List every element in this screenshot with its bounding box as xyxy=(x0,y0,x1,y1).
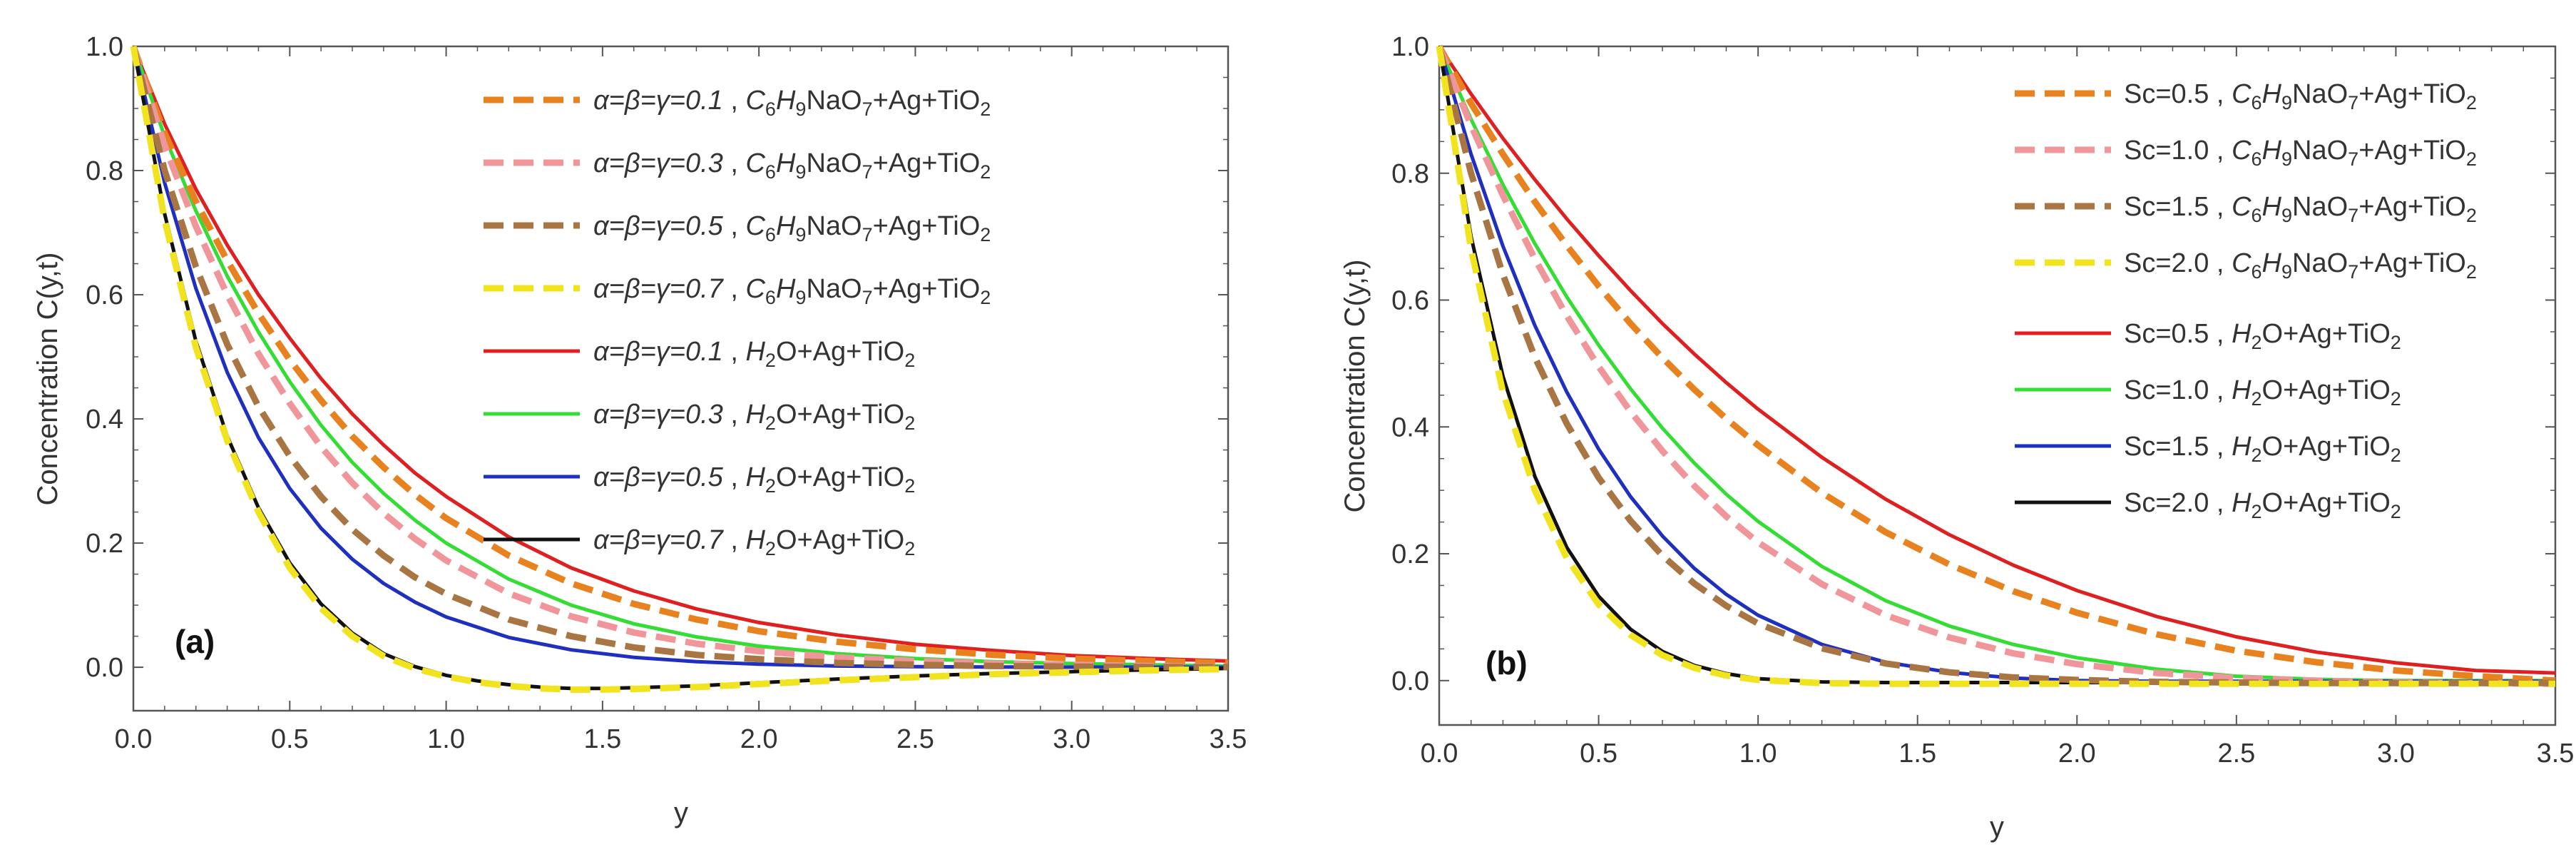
y-tick-label: 0.6 xyxy=(1391,286,1429,316)
x-tick-label: 0.0 xyxy=(1421,739,1458,769)
legend-entry: Sc=1.0 , H2O+Ag+TiO2 xyxy=(2124,375,2401,410)
legend: α=β=γ=0.1 , C6H9NaO7+Ag+TiO2 α=β=γ=0.3 ,… xyxy=(484,86,991,559)
x-tick-label: 2.0 xyxy=(740,724,778,754)
y-tick-label: 0.4 xyxy=(86,405,123,435)
legend-entry: Sc=1.0 , C6H9NaO7+Ag+TiO2 xyxy=(2124,136,2477,170)
panel-label: (b) xyxy=(1486,644,1528,681)
plot-area-frame xyxy=(1438,45,2557,726)
plot-area-frame xyxy=(132,45,1230,712)
legend-entry: α=β=γ=0.3 , C6H9NaO7+Ag+TiO2 xyxy=(593,148,991,183)
series-line xyxy=(1437,45,2556,675)
x-tick-label: 3.0 xyxy=(2377,739,2415,769)
y-tick-label: 0.2 xyxy=(1391,539,1429,569)
legend-entry: α=β=γ=0.3 , H2O+Ag+TiO2 xyxy=(593,400,915,434)
series-line xyxy=(130,45,1229,671)
curve-group xyxy=(1436,44,2556,687)
legend-entry: α=β=γ=0.1 , C6H9NaO7+Ag+TiO2 xyxy=(593,86,991,120)
y-tick-group: 0.0 0.2 0.4 0.6 0.8 1.0 xyxy=(86,32,1228,683)
panel-label: (a) xyxy=(175,623,215,660)
x-tick-label: 0.5 xyxy=(271,724,309,754)
panel-b: 0.0 0.5 1.0 1.5 2.0 2.5 3.0 3.5 0.0 0.2 0.4 0.6 0.8… xyxy=(1339,32,2574,843)
legend-entry: α=β=γ=0.1 , H2O+Ag+TiO2 xyxy=(593,337,915,371)
y-tick-label: 0.2 xyxy=(86,529,123,559)
series-line xyxy=(1436,45,2555,686)
x-tick-label: 1.5 xyxy=(1898,739,1936,769)
legend-entry: Sc=2.0 , C6H9NaO7+Ag+TiO2 xyxy=(2124,248,2477,283)
y-axis-label: Concentration C(y,t) xyxy=(1339,260,1371,513)
panel-a: 0.0 0.5 1.0 1.5 2.0 2.5 3.0 3.5 0.0 0.2 0.4 0.6 0.8… xyxy=(32,32,1247,828)
x-tick-group: 0.0 0.5 1.0 1.5 2.0 2.5 3.0 3.5 xyxy=(115,46,1247,754)
x-tick-label: 0.0 xyxy=(115,724,153,754)
y-tick-label: 0.8 xyxy=(86,156,123,186)
x-tick-group: 0.0 0.5 1.0 1.5 2.0 2.5 3.0 3.5 xyxy=(1421,46,2575,769)
legend-entry: Sc=1.5 , C6H9NaO7+Ag+TiO2 xyxy=(2124,192,2477,226)
legend-entry: Sc=2.0 , H2O+Ag+TiO2 xyxy=(2124,488,2401,522)
y-tick-label: 0.4 xyxy=(1391,412,1429,442)
series-line xyxy=(1436,44,2556,684)
x-tick-label: 2.0 xyxy=(2058,739,2096,769)
x-tick-label: 2.5 xyxy=(896,724,934,754)
x-tick-label: 3.0 xyxy=(1053,724,1090,754)
series-line xyxy=(1436,46,2555,687)
legend-entry: Sc=0.5 , H2O+Ag+TiO2 xyxy=(2124,319,2401,353)
x-tick-label: 1.0 xyxy=(1739,739,1777,769)
y-tick-label: 0.6 xyxy=(86,280,123,310)
x-tick-label: 3.5 xyxy=(2537,739,2575,769)
series-line xyxy=(130,46,1229,693)
legend-entry: α=β=γ=0.5 , H2O+Ag+TiO2 xyxy=(593,462,915,497)
series-line xyxy=(1436,45,2556,687)
y-tick-label: 0.0 xyxy=(86,653,123,683)
y-tick-group: 0.0 0.2 0.4 0.6 0.8 1.0 xyxy=(1391,32,2555,696)
y-tick-label: 0.0 xyxy=(1391,666,1429,696)
legend-entry: Sc=1.5 , H2O+Ag+TiO2 xyxy=(2124,432,2401,466)
x-axis-label: y xyxy=(1990,811,2004,843)
y-tick-label: 0.8 xyxy=(1391,159,1429,189)
x-tick-label: 2.5 xyxy=(2217,739,2255,769)
legend-entry: α=β=γ=0.5 , C6H9NaO7+Ag+TiO2 xyxy=(593,211,991,245)
legend: Sc=0.5 , C6H9NaO7+Ag+TiO2 Sc=1.0 , C6H9N… xyxy=(2015,79,2477,522)
x-tick-label: 1.0 xyxy=(427,724,465,754)
legend-entry: α=β=γ=0.7 , C6H9NaO7+Ag+TiO2 xyxy=(593,274,991,308)
x-tick-label: 1.5 xyxy=(583,724,621,754)
y-tick-label: 1.0 xyxy=(1391,32,1429,62)
legend-entry: Sc=0.5 , C6H9NaO7+Ag+TiO2 xyxy=(2124,79,2477,113)
x-tick-label: 0.5 xyxy=(1580,739,1617,769)
y-axis-label: Concentration C(y,t) xyxy=(32,253,63,506)
legend-entry: α=β=γ=0.7 , H2O+Ag+TiO2 xyxy=(593,525,915,559)
curve-group xyxy=(130,45,1229,693)
series-line xyxy=(131,46,1229,663)
y-tick-label: 1.0 xyxy=(86,32,123,62)
x-tick-label: 3.5 xyxy=(1210,724,1247,754)
x-axis-label: y xyxy=(674,797,688,828)
series-line xyxy=(130,45,1229,666)
